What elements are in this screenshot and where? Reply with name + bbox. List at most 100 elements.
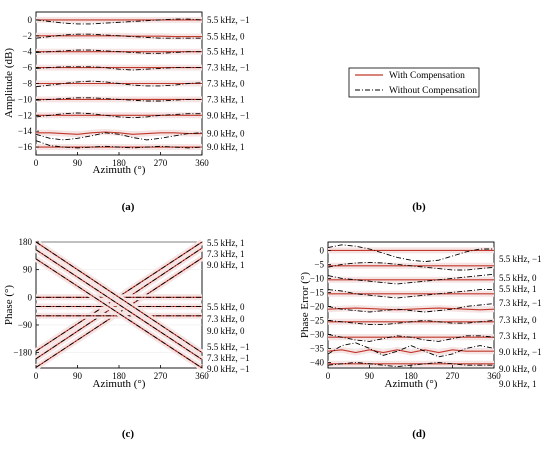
x-tick-label: 90 — [73, 158, 83, 168]
panel-a-y-axis-title: Amplitude (dB) — [3, 48, 15, 118]
y-tick-label: 90 — [23, 265, 33, 275]
x-tick-label: 360 — [195, 158, 209, 168]
series-label: 9.0 kHz, 0 — [207, 326, 245, 336]
series-label: 7.3 kHz, 0 — [207, 79, 245, 89]
series-line-without-compensation — [35, 132, 203, 141]
series-label: 7.3 kHz, −1 — [207, 353, 250, 363]
y-tick-label: −16 — [18, 142, 33, 152]
series-line-without-compensation — [327, 261, 495, 271]
x-tick-label: 0 — [34, 158, 39, 168]
x-tick-label: 0 — [326, 371, 331, 381]
series-label: 9.0 kHz, −1 — [207, 364, 250, 374]
series-label: 5.5 kHz, 1 — [499, 284, 537, 294]
series-line-without-compensation — [327, 289, 494, 299]
series-line-without-compensation — [327, 244, 494, 263]
panel-a-x-axis-title: Azimuth (°) — [93, 164, 146, 176]
series-line-without-compensation — [35, 112, 202, 119]
series-label: 5.5 kHz, −1 — [207, 342, 250, 352]
series-label: 7.3 kHz, −1 — [499, 298, 542, 308]
y-tick-label: −30 — [310, 329, 325, 339]
x-tick-label: 180 — [112, 371, 126, 381]
series-line-without-compensation — [35, 241, 203, 353]
x-tick-label: 270 — [446, 371, 460, 381]
legend-with-compensation-label: With Compensation — [389, 71, 465, 81]
series-label: 5.5 kHz, −1 — [499, 254, 542, 264]
y-tick-label: 0 — [28, 15, 33, 25]
x-tick-label: 90 — [365, 371, 375, 381]
series-label: 5.5 kHz, 0 — [499, 273, 537, 283]
series-line-with-compensation — [36, 131, 202, 135]
panel-a-y-tick-labels: 0 −2 −4 −6 −8 −10 −12 −14 −16 — [18, 15, 39, 152]
panel-c-y-tick-labels: 180 90 0 −90 −180 — [13, 237, 39, 358]
series-label: 9.0 kHz, 1 — [499, 379, 537, 389]
y-tick-label: −15 — [310, 287, 325, 297]
series-line-without-compensation — [35, 258, 203, 369]
x-tick-label: 270 — [154, 158, 168, 168]
series-label: 5.5 kHz, 0 — [207, 302, 245, 312]
y-tick-label: −25 — [310, 315, 325, 325]
series-line-without-compensation — [327, 333, 495, 342]
panel-c-label: (c) — [122, 428, 135, 440]
series-label: 5.5 kHz, 1 — [207, 47, 245, 57]
panel-d-series-labels: 5.5 kHz, −1 5.5 kHz, 05.5 kHz, 1 7.3 kHz, … — [499, 254, 542, 389]
series-label: 9.0 kHz, 0 — [499, 364, 537, 374]
series-line-without-compensation — [35, 247, 203, 360]
series-line-without-compensation — [327, 273, 495, 285]
panel-c-y-axis-title: Phase (°) — [3, 285, 15, 325]
series-line-without-compensation — [327, 319, 495, 326]
y-tick-label: −40 — [310, 357, 325, 367]
panel-a-amplitude-chart: 0 −2 −4 −6 −8 −10 −12 −14 −16 0 90 180 270 360 5.5 k… — [3, 11, 250, 213]
x-tick-label: 90 — [73, 371, 83, 381]
panel-d-phase-error-chart: 0 −5 −10 −15 −20 −25 −30 −35 −40 0 90 180 270 360 5.… — [299, 241, 542, 440]
series-line-without-compensation — [35, 257, 203, 368]
series-label: 7.3 kHz, 0 — [207, 314, 245, 324]
y-tick-label: −2 — [22, 31, 32, 41]
panel-b-label: (b) — [412, 201, 426, 213]
y-tick-label: −90 — [18, 320, 33, 330]
y-tick-label: −14 — [18, 126, 33, 136]
series-label: 5.5 kHz, 0 — [207, 32, 245, 42]
panel-d-y-tick-labels: 0 −5 −10 −15 −20 −25 −30 −35 −40 — [310, 245, 331, 367]
y-tick-label: 0 — [320, 245, 325, 255]
series-label: 5.5 kHz, −1 — [207, 15, 250, 25]
y-tick-label: −180 — [13, 348, 32, 358]
y-tick-label: −6 — [22, 63, 32, 73]
y-tick-label: −4 — [22, 47, 32, 57]
y-tick-label: −8 — [22, 79, 32, 89]
series-line-without-compensation — [35, 49, 202, 54]
y-tick-label: −35 — [310, 343, 325, 353]
panel-a-series-lines — [35, 16, 203, 151]
series-line-with-compensation — [327, 307, 495, 311]
series-label: 9.0 kHz, 1 — [207, 260, 245, 270]
panel-d-label: (d) — [412, 428, 426, 440]
x-tick-label: 360 — [195, 371, 209, 381]
series-label: 7.3 kHz, 1 — [499, 331, 537, 341]
series-label: 9.0 kHz, −1 — [499, 347, 542, 357]
panel-d-y-axis-title: Phase Error (°) — [299, 272, 311, 338]
x-tick-label: 180 — [112, 158, 126, 168]
x-tick-label: 360 — [487, 371, 501, 381]
x-tick-label: 270 — [154, 371, 168, 381]
series-line-without-compensation — [327, 342, 495, 358]
series-label: 9.0 kHz, −1 — [207, 110, 250, 120]
y-tick-label: 0 — [28, 292, 33, 302]
series-label: 5.5 kHz, 1 — [207, 238, 245, 248]
series-label: 9.0 kHz, 1 — [207, 142, 245, 152]
series-line-without-compensation — [35, 97, 202, 102]
panel-a-x-tick-labels: 0 90 180 270 360 — [34, 152, 209, 168]
series-line-without-compensation — [327, 303, 495, 313]
series-line-with-compensation — [327, 349, 494, 354]
y-tick-label: 180 — [19, 237, 33, 247]
y-tick-label: −5 — [314, 259, 324, 269]
panel-c-series-labels: 5.5 kHz, 17.3 kHz, 19.0 kHz, 1 5.5 kHz, 0… — [207, 238, 250, 374]
series-line-without-compensation — [35, 80, 203, 88]
y-tick-label: −20 — [310, 301, 325, 311]
series-line-without-compensation — [35, 18, 203, 25]
panel-a-series-labels: 5.5 kHz, −1 5.5 kHz, 0 5.5 kHz, 1 7.3 kHz, … — [207, 15, 250, 152]
panel-c-series-lines — [34, 239, 204, 371]
series-line-without-compensation — [35, 33, 202, 39]
series-label: 7.3 kHz, 1 — [207, 249, 245, 259]
series-label: 7.3 kHz, 1 — [207, 94, 245, 104]
